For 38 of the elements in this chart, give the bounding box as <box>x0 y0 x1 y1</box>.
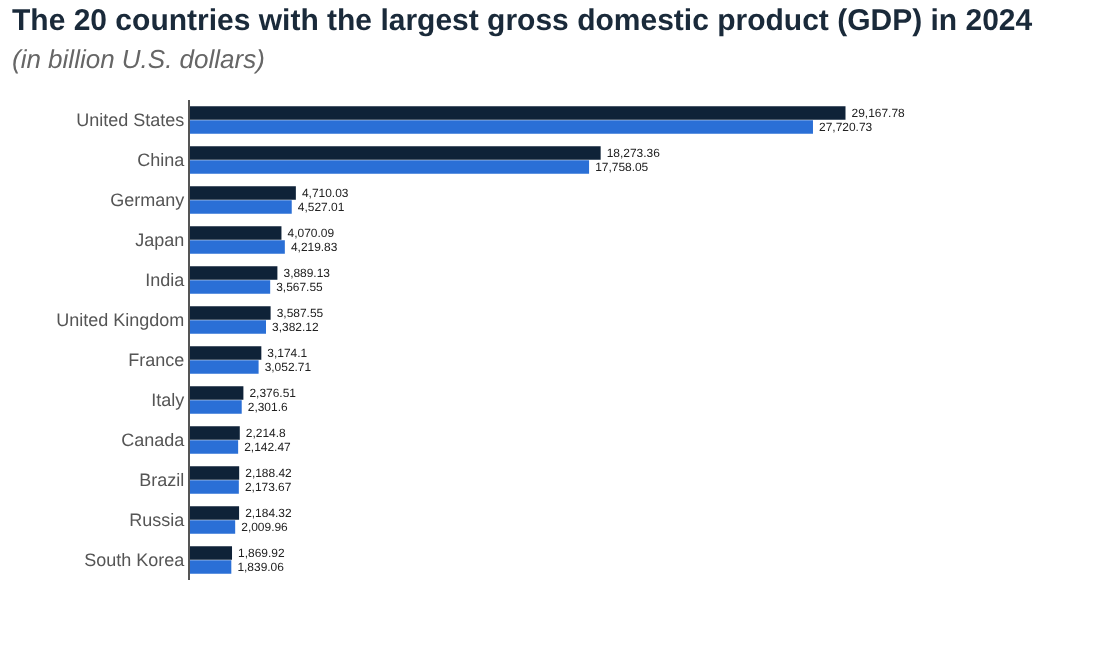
y-tick-label: South Korea <box>84 550 185 571</box>
bar <box>190 226 282 240</box>
bar <box>190 386 244 400</box>
y-tick-label: China <box>137 150 185 171</box>
chart-subtitle: (in billion U.S. dollars) <box>12 44 265 74</box>
bar <box>190 400 242 414</box>
y-tick-label: Canada <box>121 430 185 451</box>
bar <box>190 560 232 574</box>
bar <box>190 320 266 334</box>
bar <box>190 306 271 320</box>
bar <box>190 440 239 454</box>
y-tick-label: France <box>128 350 185 371</box>
y-tick-label: Japan <box>135 230 185 251</box>
bar <box>190 546 233 560</box>
bar <box>190 466 240 480</box>
y-tick-label: United Kingdom <box>56 310 185 331</box>
y-tick-label: Brazil <box>139 470 185 491</box>
y-tick-label: Germany <box>110 190 186 211</box>
y-tick-label: United States <box>76 110 186 131</box>
bar <box>190 106 846 120</box>
y-tick-label: Russia <box>129 510 185 531</box>
bar <box>190 146 601 160</box>
bar <box>190 360 259 374</box>
bar <box>190 120 813 134</box>
bar <box>190 160 590 174</box>
bar <box>190 240 285 254</box>
bar <box>190 480 239 494</box>
bar <box>190 266 278 280</box>
y-tick-label: India <box>145 270 185 291</box>
bar <box>190 186 296 200</box>
bar <box>190 200 292 214</box>
y-tick-label: Italy <box>151 390 186 411</box>
bar <box>190 346 262 360</box>
bar <box>190 280 271 294</box>
bar <box>190 426 240 440</box>
bar <box>190 520 236 534</box>
chart-title: The 20 countries with the largest gross domestic product (GDP) in 2024 <box>12 4 1033 38</box>
bar <box>190 506 240 520</box>
